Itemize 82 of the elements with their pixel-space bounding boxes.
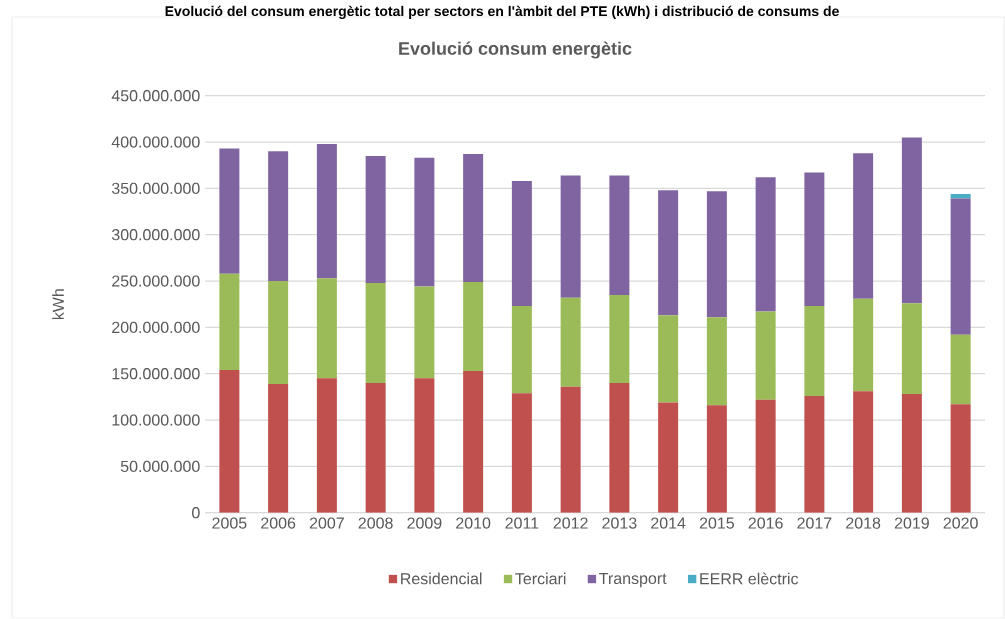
- bar: [560, 297, 581, 387]
- x-tick-label: 2017: [797, 517, 832, 529]
- bar: [219, 273, 240, 370]
- bar: [706, 405, 727, 513]
- bar: [511, 180, 532, 307]
- bar: [365, 155, 386, 283]
- x-tick-label: 2014: [651, 517, 686, 529]
- bar: [463, 281, 484, 371]
- bar: [755, 311, 776, 400]
- x-tick-label: 2012: [553, 517, 588, 529]
- y-tick-label: 0: [192, 507, 200, 519]
- bar: [463, 154, 484, 282]
- x-tick-label: 2007: [309, 517, 344, 529]
- bar: [950, 193, 971, 199]
- x-tick-label: 2013: [602, 517, 637, 529]
- bar: [804, 172, 825, 307]
- y-tick-label: 250.000.000: [112, 275, 200, 287]
- y-tick-label: 350.000.000: [111, 182, 200, 195]
- bar: [268, 383, 289, 513]
- bar: [609, 382, 630, 513]
- bar: [316, 378, 337, 513]
- bar: [560, 175, 581, 298]
- y-tick-label: 100.000.000: [112, 414, 200, 426]
- bar: [414, 157, 435, 287]
- bar: [853, 298, 874, 392]
- bar: [901, 137, 922, 304]
- bar: [609, 175, 630, 295]
- bar: [463, 370, 484, 513]
- x-tick-label: 2016: [748, 517, 783, 529]
- x-tick-label: 2015: [699, 517, 734, 529]
- bar: [316, 143, 337, 279]
- bar: [268, 151, 289, 282]
- bar: [755, 399, 776, 513]
- bar: [804, 306, 825, 396]
- bar: [950, 404, 971, 513]
- y-tick-label: 450.000.000: [111, 90, 200, 102]
- bar: [950, 198, 971, 335]
- bar: [706, 317, 727, 406]
- y-tick-label: 400.000.000: [111, 136, 200, 148]
- x-tick-label: 2019: [894, 517, 929, 529]
- bar: [414, 378, 435, 513]
- y-tick-label: 200.000.000: [112, 321, 200, 334]
- legend-label: EERR elèctric: [700, 572, 799, 585]
- bar: [511, 306, 532, 394]
- bar: [316, 278, 337, 379]
- bar: [950, 334, 971, 405]
- bar: [901, 303, 922, 395]
- legend-label: Transport: [599, 572, 667, 588]
- x-tick-label: 2010: [456, 517, 491, 529]
- bar: [609, 294, 630, 383]
- text: Evolució del consum energètic total per sectors en l'àmbit del PTE (kWh) i distribució de consums de: [165, 5, 839, 19]
- bar: [560, 386, 581, 513]
- bar: [365, 382, 386, 513]
- bar: [804, 395, 825, 513]
- legend-label: Terciari: [515, 572, 566, 585]
- bar: [658, 402, 679, 513]
- bar: [365, 282, 386, 383]
- bar: [755, 177, 776, 312]
- x-tick-label: 2005: [212, 517, 247, 529]
- x-tick-label: 2020: [943, 517, 978, 529]
- y-tick-label: 50.000.000: [120, 460, 200, 473]
- legend-label: Residencial: [401, 572, 482, 585]
- chart-title: Evolució consum energètic: [399, 41, 632, 59]
- bar: [414, 286, 435, 379]
- bar: [219, 370, 240, 513]
- x-tick-label: 2006: [261, 517, 296, 529]
- bar: [219, 148, 240, 274]
- bar: [853, 153, 874, 299]
- y-axis-title: kWh: [52, 289, 64, 320]
- bar: [511, 393, 532, 513]
- bar: [901, 394, 922, 513]
- x-tick-label: 2009: [407, 517, 442, 529]
- bar: [706, 191, 727, 318]
- x-tick-label: 2008: [358, 517, 393, 529]
- bar: [853, 391, 874, 513]
- bar: [268, 281, 289, 384]
- bar: [658, 190, 679, 316]
- y-tick-label: 300.000.000: [111, 229, 200, 241]
- y-tick-label: 150.000.000: [112, 368, 200, 380]
- x-tick-label: 2018: [846, 517, 881, 529]
- x-tick-label: 2011: [505, 517, 539, 529]
- bar: [658, 315, 679, 403]
